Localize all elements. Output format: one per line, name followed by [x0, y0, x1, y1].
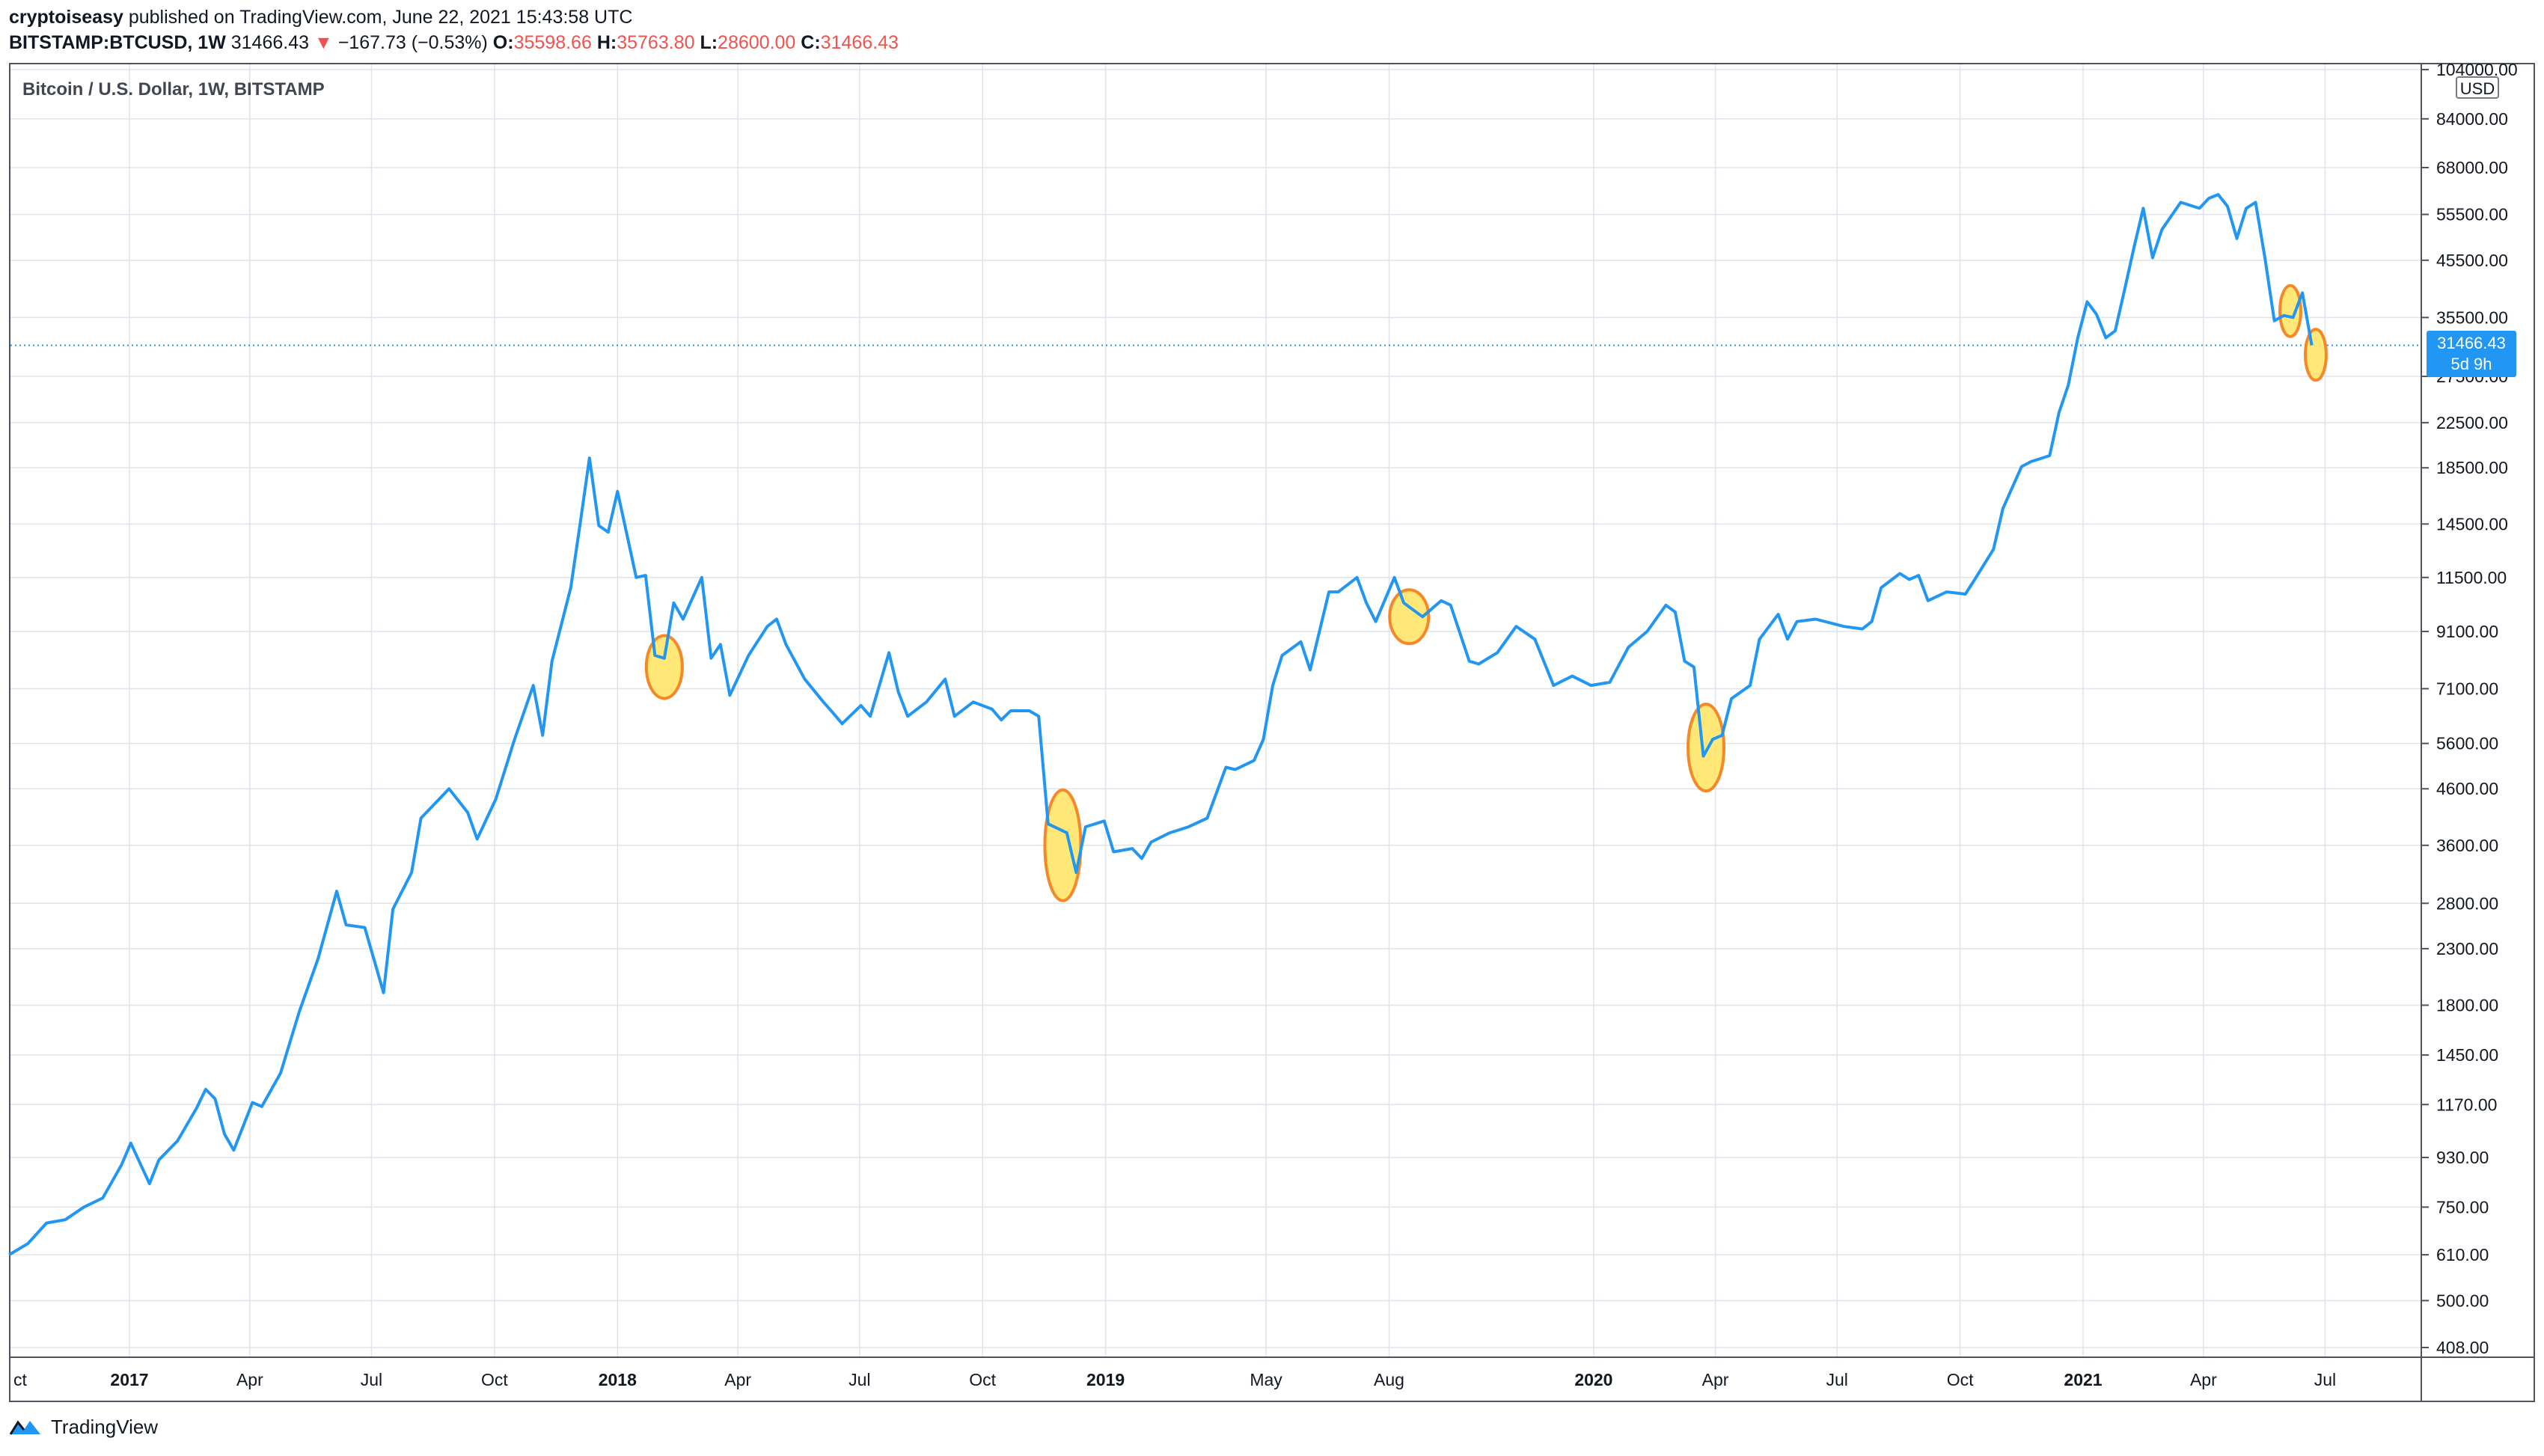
high-label: H: — [596, 32, 617, 53]
y-tick-label: 18500.00 — [2436, 458, 2508, 477]
x-axis-labels: ct 2017 Apr Jul Oct 2018 Apr Jul Oct 2019 May Aug 20… — [13, 1370, 2336, 1389]
x-tick-label: 2020 — [1574, 1370, 1612, 1389]
y-tick-label: 14500.00 — [2436, 514, 2508, 533]
x-tick-label: Jul — [848, 1370, 870, 1389]
x-tick-label: Aug — [1374, 1370, 1404, 1389]
low-label: L: — [700, 32, 718, 53]
last-price-text: 31466.43 — [230, 32, 310, 53]
y-tick-label: 35500.00 — [2436, 308, 2508, 327]
y-tick-label: 3600.00 — [2436, 836, 2498, 855]
x-tick-label: Apr — [2190, 1370, 2217, 1389]
y-tick-label: 2300.00 — [2436, 939, 2498, 958]
down-arrow-icon: ▼ — [314, 32, 333, 53]
price-change: −167.73 (−0.53%) — [337, 32, 488, 53]
y-tick-label: 7100.00 — [2436, 679, 2498, 698]
x-tick-label: Apr — [1702, 1370, 1729, 1389]
y-tick-label: 500.00 — [2436, 1291, 2489, 1310]
high-value: 35763.80 — [617, 32, 695, 53]
y-tick-label: 11500.00 — [2436, 568, 2507, 587]
y-tick-label: 55500.00 — [2436, 205, 2508, 224]
publisher-line: cryptoiseasy published on TradingView.co… — [9, 6, 632, 28]
symbol-label[interactable]: BITSTAMP:BTCUSD, 1W — [9, 32, 226, 53]
axis-lines — [10, 64, 2534, 1401]
x-tick-label: May — [1250, 1370, 1282, 1389]
x-tick-label: 2019 — [1086, 1370, 1125, 1389]
y-tick-label: 5600.00 — [2436, 734, 2498, 753]
x-tick-label: ct — [13, 1370, 28, 1389]
y-tick-label: 1450.00 — [2436, 1045, 2498, 1065]
y-axis-labels: 104000.00 84000.00 68000.00 55500.00 45500.0… — [2436, 60, 2518, 1357]
y-tick-label: 930.00 — [2436, 1148, 2489, 1167]
y-tick-label: 610.00 — [2436, 1245, 2489, 1264]
tradingview-logo-icon — [9, 1419, 40, 1435]
y-tick-label: 1800.00 — [2436, 995, 2498, 1015]
x-tick-label: 2018 — [599, 1370, 637, 1389]
x-tick-label: Apr — [724, 1370, 751, 1389]
bar-countdown: 5d 9h — [2450, 355, 2492, 373]
x-tick-label: Oct — [969, 1370, 996, 1389]
x-tick-label: Jul — [361, 1370, 382, 1389]
y-tick-label: 1170.00 — [2436, 1095, 2497, 1114]
y-tick-label: 104000.00 — [2436, 60, 2518, 79]
y-tick-label: 750.00 — [2436, 1197, 2489, 1217]
close-label: C: — [801, 32, 821, 53]
price-line — [8, 193, 2314, 1256]
brand-name: TradingView — [51, 1416, 159, 1438]
x-tick-label: Jul — [2314, 1370, 2336, 1389]
highlight-marker — [2303, 328, 2328, 382]
ohlc-legend: BITSTAMP:BTCUSD, 1W 31466.43 ▼ −167.73 (… — [9, 31, 899, 54]
y-tick-label: 4600.00 — [2436, 779, 2498, 798]
y-tick-label: 2800.00 — [2436, 893, 2498, 913]
published-info: published on TradingView.com, June 22, 2… — [128, 7, 633, 28]
y-tick-label: 408.00 — [2436, 1338, 2489, 1357]
x-tick-label: 2021 — [2064, 1370, 2102, 1389]
y-tick-label: 68000.00 — [2436, 158, 2508, 177]
open-label: O: — [492, 32, 514, 53]
low-value: 28600.00 — [718, 32, 796, 53]
x-tick-label: Oct — [481, 1370, 508, 1389]
x-tick-label: Apr — [236, 1370, 263, 1389]
x-tick-label: 2017 — [110, 1370, 148, 1389]
last-price-label: 31466.43 5d 9h — [2427, 331, 2516, 377]
highlight-marker — [1687, 703, 1726, 793]
open-value: 35598.66 — [513, 32, 592, 53]
highlight-marker — [1388, 588, 1431, 646]
highlight-layer — [644, 284, 2328, 902]
grid-lines — [10, 64, 2421, 1357]
highlight-marker — [1043, 788, 1083, 902]
highlight-marker — [644, 634, 684, 700]
x-tick-label: Jul — [1826, 1370, 1847, 1389]
last-price-value: 31466.43 — [2437, 334, 2506, 352]
author-name[interactable]: cryptoiseasy — [9, 7, 123, 28]
close-value: 31466.43 — [820, 32, 899, 53]
pane-title: Bitcoin / U.S. Dollar, 1W, BITSTAMP — [22, 79, 325, 100]
y-tick-label: 9100.00 — [2436, 622, 2498, 641]
line-layer — [8, 193, 2314, 1256]
chart-frame — [9, 63, 2535, 1402]
y-tick-label: 45500.00 — [2436, 251, 2508, 270]
currency-button[interactable]: USD — [2456, 76, 2499, 99]
tradingview-logo[interactable]: TradingView — [9, 1416, 158, 1439]
y-tick-label: 84000.00 — [2436, 109, 2508, 129]
y-tick-label: 22500.00 — [2436, 413, 2508, 432]
highlight-marker — [2278, 284, 2303, 338]
x-tick-label: Oct — [1947, 1370, 1974, 1389]
